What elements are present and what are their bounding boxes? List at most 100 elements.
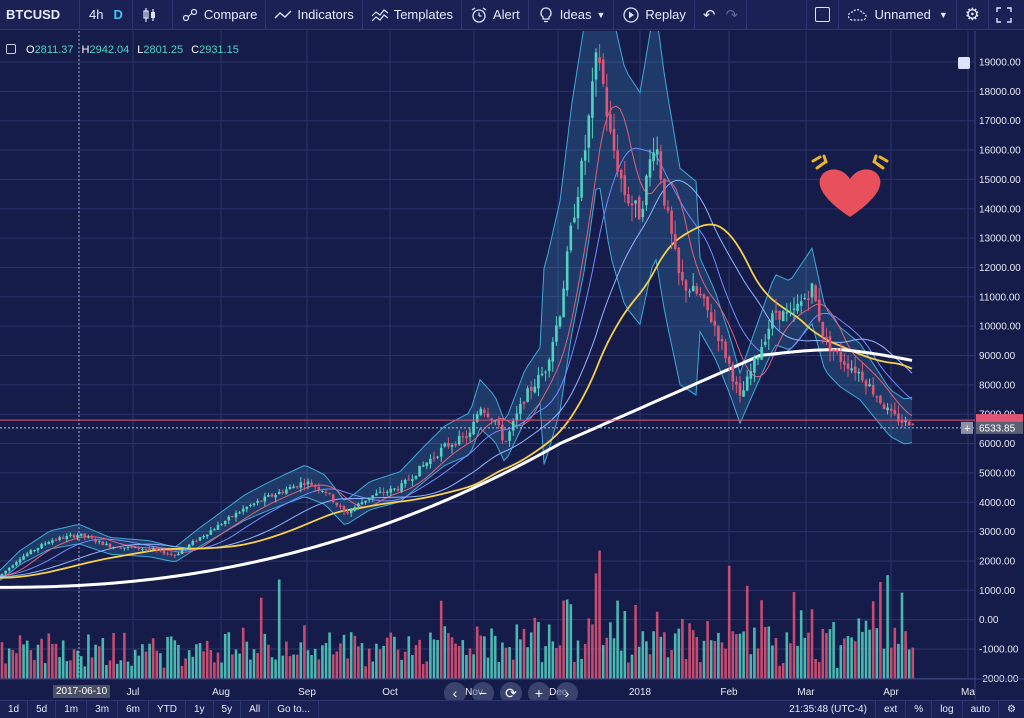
range-1d[interactable]: 1d [0, 700, 29, 718]
volume-bar [619, 650, 623, 679]
axis-settings-button[interactable]: ⚙ [999, 701, 1024, 718]
volume-bar [691, 630, 695, 679]
candle-body [544, 371, 547, 373]
volume-bar [331, 654, 335, 679]
candle-body [832, 349, 835, 352]
templates-button[interactable]: Templates [363, 0, 462, 30]
volume-bar [321, 645, 324, 679]
candle-body [569, 225, 573, 251]
volume-bar [306, 650, 310, 679]
volume-bar [677, 628, 681, 679]
candle-body [349, 509, 353, 514]
ext-toggle[interactable]: ext [876, 700, 907, 718]
volume-bar [277, 579, 281, 679]
volume-bar [504, 647, 508, 679]
candle-body [429, 458, 432, 465]
percent-toggle[interactable]: % [906, 700, 933, 718]
candle-body [256, 500, 259, 503]
candle-body [339, 505, 342, 508]
range-1y[interactable]: 1y [186, 700, 214, 718]
volume-bar [699, 662, 702, 679]
zoom-out-button[interactable]: − [472, 682, 494, 704]
candle-body [148, 548, 151, 550]
candle-body [79, 533, 83, 536]
volume-bar [573, 662, 576, 679]
volume-bar [119, 660, 123, 679]
chart-type-button[interactable] [133, 0, 173, 30]
candle-body [835, 349, 839, 353]
chart-area[interactable]: 19000.00 18000.00 17000.00 16000.00 15000.00… [0, 31, 1024, 704]
volume-bar [533, 617, 537, 679]
plus-icon: + [964, 423, 970, 435]
volume-bar [483, 636, 486, 679]
volume-bar [439, 600, 443, 679]
volume-bar [295, 654, 299, 679]
goto-button[interactable]: Go to... [269, 700, 320, 718]
volume-bar [223, 633, 227, 679]
interval-d[interactable]: D [113, 7, 123, 22]
range-ytd[interactable]: YTD [149, 700, 186, 718]
settings-button[interactable]: ⚙ [957, 0, 989, 30]
candle-body [11, 565, 15, 568]
volume-bar [688, 623, 691, 679]
replay-button[interactable]: Replay [614, 0, 695, 30]
symbol-info-icon[interactable] [6, 44, 16, 54]
range-6m[interactable]: 6m [118, 700, 149, 718]
volume-bar [259, 597, 263, 679]
volume-bar [803, 638, 807, 679]
candle-body [141, 549, 144, 551]
compare-button[interactable]: Compare [173, 0, 267, 30]
candle-body [871, 385, 875, 395]
candle-body [61, 537, 65, 539]
candle-body [407, 479, 411, 481]
scroll-right-button[interactable]: › [556, 682, 578, 704]
volume-bar [825, 633, 828, 679]
candle-body [814, 285, 817, 302]
undo-icon[interactable]: ↶ [702, 6, 716, 24]
top-toolbar: BTCUSD 4h D Compare Indicators Templates… [0, 0, 1024, 30]
price-chart[interactable]: 19000.00 18000.00 17000.00 16000.00 15000.00… [0, 31, 1024, 700]
fullscreen-button[interactable] [806, 0, 840, 30]
candle-body [267, 495, 270, 497]
log-toggle[interactable]: log [932, 700, 963, 718]
volume-bar [252, 649, 256, 679]
candle-body [76, 535, 79, 538]
candle-body [612, 128, 616, 151]
alert-button[interactable]: Alert [462, 0, 529, 30]
range-all[interactable]: All [241, 700, 270, 718]
candle-body [537, 375, 540, 389]
volume-bar [587, 618, 591, 679]
auto-toggle[interactable]: auto [963, 700, 1000, 718]
ideas-button[interactable]: Ideas ▼ [529, 0, 615, 30]
symbol-button[interactable]: BTCUSD [0, 0, 80, 30]
candle-body [781, 311, 785, 322]
volume-bar [717, 632, 720, 679]
range-5y[interactable]: 5y [214, 700, 242, 718]
candle-body [166, 553, 169, 555]
candle-body [281, 491, 285, 494]
range-3m[interactable]: 3m [87, 700, 119, 718]
candle-body [367, 497, 371, 501]
volume-bar [425, 661, 429, 679]
volume-bar [357, 646, 360, 679]
interval-4h[interactable]: 4h [89, 7, 104, 22]
volume-bar [562, 600, 565, 679]
redo-icon[interactable]: ↷ [725, 6, 739, 24]
candle-body [565, 251, 569, 291]
range-1m[interactable]: 1m [56, 700, 88, 718]
volume-bar [418, 639, 421, 679]
indicators-button[interactable]: Indicators [266, 0, 363, 30]
snapshot-button[interactable] [989, 0, 1024, 30]
time-tick-label: Aug [212, 687, 230, 698]
layout-name-button[interactable]: Unnamed ▼ [839, 0, 957, 30]
scroll-left-button[interactable]: ‹ [444, 682, 466, 704]
range-5d[interactable]: 5d [28, 700, 57, 718]
volume-bar [216, 652, 220, 679]
close-label: C [191, 44, 200, 56]
candle-body [630, 203, 634, 206]
reset-button[interactable]: ⟳ [500, 682, 522, 704]
volume-bar [745, 585, 749, 679]
candle-body [54, 539, 58, 541]
clock[interactable]: 21:35:48 (UTC-4) [781, 700, 876, 718]
zoom-in-button[interactable]: + [528, 682, 550, 704]
